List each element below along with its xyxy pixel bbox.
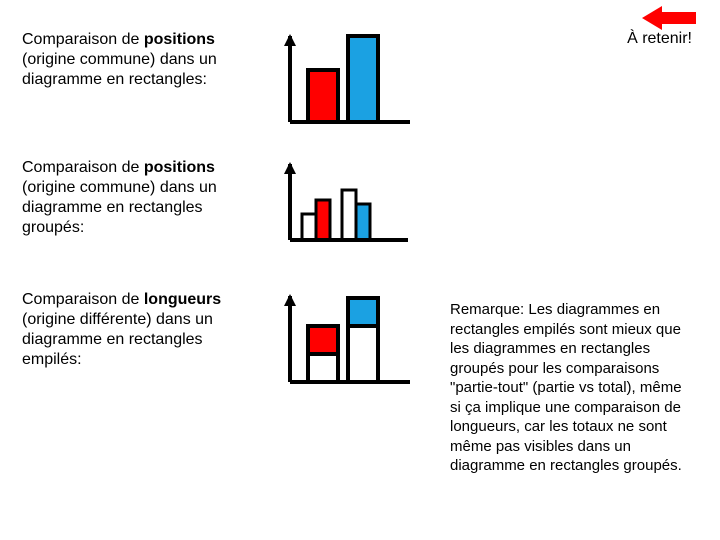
desc-row2-suffix: (origine commune) dans un diagramme en r… — [22, 179, 217, 236]
desc-row2-bold: positions — [144, 159, 215, 176]
row-positions-grouped: Comparaison de positions (origine commun… — [22, 158, 702, 248]
desc-row1: Comparaison de positions (origine commun… — [22, 30, 272, 90]
desc-row3-prefix: Comparaison de — [22, 291, 144, 308]
chart-row2 — [282, 158, 422, 248]
desc-row3-bold: longueurs — [144, 291, 221, 308]
row-positions-simple: Comparaison de positions (origine commun… — [22, 30, 702, 130]
desc-row1-bold: positions — [144, 31, 215, 48]
chart-row1 — [282, 30, 422, 130]
desc-row3: Comparaison de longueurs (origine différ… — [22, 290, 272, 370]
left-arrow-icon — [642, 6, 696, 30]
desc-row2-prefix: Comparaison de — [22, 159, 144, 176]
desc-row2: Comparaison de positions (origine commun… — [22, 158, 272, 238]
remark-text: Remarque: Les diagrammes en rectangles e… — [450, 300, 696, 476]
chart-row3 — [282, 290, 422, 390]
desc-row1-suffix: (origine commune) dans un diagramme en r… — [22, 51, 217, 88]
desc-row3-suffix: (origine différente) dans un diagramme e… — [22, 311, 213, 368]
desc-row1-prefix: Comparaison de — [22, 31, 144, 48]
